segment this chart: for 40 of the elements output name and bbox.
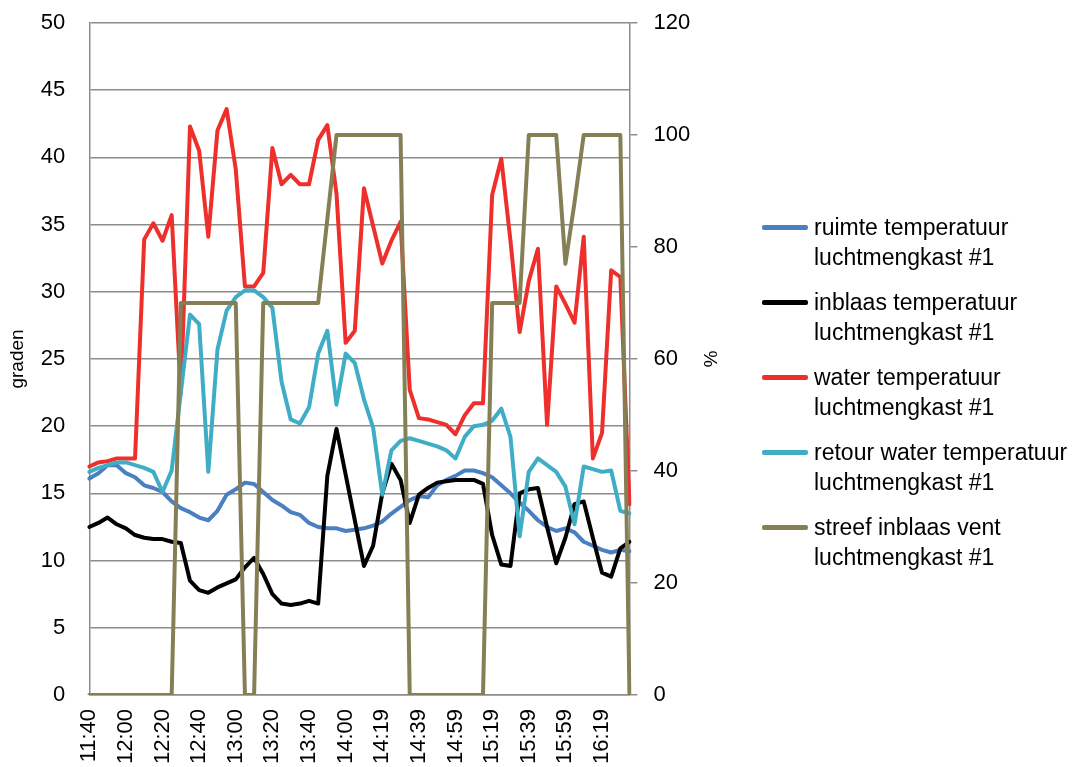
legend-label: ruimte temperatuur luchtmengkast #1 — [814, 212, 1010, 272]
y-tick-label: 35 — [40, 210, 66, 236]
y-axis-title: graden — [5, 329, 27, 389]
x-tick-label: 13:00 — [221, 708, 247, 765]
y-tick-label: 30 — [40, 277, 66, 303]
x-tick-label: 16:19 — [588, 708, 614, 765]
x-tick-label: 13:40 — [295, 708, 321, 765]
x-tick-label: 11:40 — [75, 708, 101, 763]
y2-tick-label: 0 — [653, 681, 666, 707]
y2-tick-label: 100 — [653, 121, 691, 147]
x-tick-label: 15:19 — [478, 708, 504, 765]
x-tick-label: 12:40 — [185, 708, 211, 765]
y-tick-label: 20 — [40, 412, 66, 438]
x-tick-label: 13:20 — [258, 708, 284, 765]
x-tick-label: 14:39 — [404, 708, 430, 765]
legend-label: streef inblaas vent luchtmengkast #1 — [814, 512, 1002, 572]
x-tick-label: 12:00 — [111, 708, 137, 765]
legend-label: inblaas temperatuur luchtmengkast #1 — [814, 287, 1019, 347]
legend-label: retour water temperatuur luchtmengkast #1 — [814, 437, 1069, 497]
y-tick-label: 10 — [40, 546, 66, 572]
y-tick-label: 25 — [40, 345, 66, 371]
x-tick-label: 15:59 — [551, 708, 577, 765]
x-tick-label: 14:59 — [441, 708, 467, 765]
y2-tick-label: 80 — [653, 233, 678, 259]
x-tick-label: 14:19 — [368, 708, 394, 765]
y-tick-label: 40 — [40, 143, 66, 169]
y-tick-label: 0 — [53, 681, 66, 707]
y-tick-label: 15 — [40, 479, 66, 505]
y-tick-label: 45 — [40, 76, 66, 102]
x-tick-label: 12:20 — [148, 708, 174, 765]
y2-tick-label: 20 — [653, 569, 678, 595]
y-tick-label: 5 — [53, 613, 66, 639]
y2-tick-label: 120 — [653, 9, 691, 35]
x-tick-label: 15:39 — [514, 708, 540, 765]
y2-axis-title: % — [700, 350, 722, 368]
y2-tick-label: 60 — [653, 345, 678, 371]
legend-label: water temperatuur luchtmengkast #1 — [814, 362, 1002, 422]
y-tick-label: 50 — [40, 9, 66, 35]
y2-tick-label: 40 — [653, 457, 678, 483]
x-tick-label: 14:00 — [331, 708, 357, 765]
